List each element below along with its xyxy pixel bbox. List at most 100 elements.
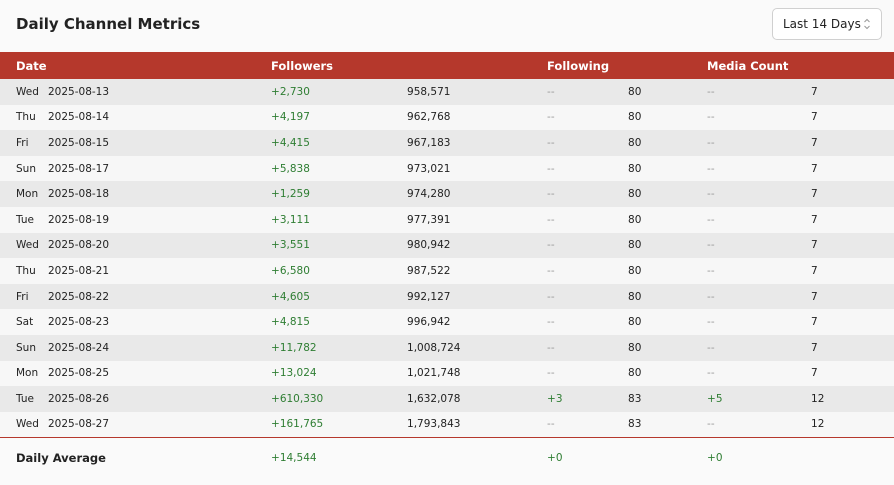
row-day: Tue xyxy=(16,213,34,226)
table-row: Tue 2025-08-26 +610,330 1,632,078 +3 83 +5 12 xyxy=(0,386,894,412)
table-row: Fri 2025-08-22 +4,605 992,127 -- 80 -- 7 xyxy=(0,283,894,310)
row-day: Sat xyxy=(16,316,34,329)
row-media-total: 7 xyxy=(811,111,818,124)
row-followers-total: 1,021,748 xyxy=(407,367,461,380)
row-following-change: +3 xyxy=(547,392,563,405)
row-date: 2025-08-13 xyxy=(48,85,110,98)
row-day: Mon xyxy=(16,188,39,201)
row-followers-total: 967,183 xyxy=(407,136,451,149)
daily-average-row: Daily Average +14,544 +0 +0 xyxy=(0,437,894,478)
average-media-change: +0 xyxy=(707,451,723,464)
row-day: Fri xyxy=(16,136,29,149)
average-followers-change: +14,544 xyxy=(271,451,317,464)
row-media-change: -- xyxy=(707,367,715,380)
row-followers-total: 980,942 xyxy=(407,239,451,252)
row-day: Sun xyxy=(16,341,36,354)
row-following-change: -- xyxy=(547,264,555,277)
row-followers-change: +3,111 xyxy=(271,213,310,226)
row-date: 2025-08-27 xyxy=(48,418,110,431)
table-row: Fri 2025-08-15 +4,415 967,183 -- 80 -- 7 xyxy=(0,130,894,156)
daily-average-label: Daily Average xyxy=(16,450,106,465)
row-media-total: 7 xyxy=(811,239,818,252)
date-range-value: Last 14 Days xyxy=(783,17,861,31)
row-media-total: 7 xyxy=(811,316,818,329)
row-followers-total: 1,008,724 xyxy=(407,341,461,354)
row-media-change: +5 xyxy=(707,392,723,405)
row-media-change: -- xyxy=(707,418,715,431)
row-followers-total: 987,522 xyxy=(407,264,451,277)
row-date: 2025-08-22 xyxy=(48,290,110,303)
row-following-total: 80 xyxy=(628,111,642,124)
row-followers-change: +2,730 xyxy=(271,85,310,98)
row-following-total: 80 xyxy=(628,136,642,149)
column-header-followers[interactable]: Followers xyxy=(271,58,334,73)
row-media-total: 12 xyxy=(811,392,825,405)
row-following-total: 80 xyxy=(628,85,642,98)
row-following-change: -- xyxy=(547,188,555,201)
table-row: Wed 2025-08-13 +2,730 958,571 -- 80 -- 7 xyxy=(0,79,894,105)
row-date: 2025-08-14 xyxy=(48,111,110,124)
table-row: Sat 2025-08-23 +4,815 996,942 -- 80 -- 7 xyxy=(0,309,894,335)
column-header-following[interactable]: Following xyxy=(547,58,610,73)
row-following-change: -- xyxy=(547,341,555,354)
row-day: Wed xyxy=(16,239,39,252)
row-media-change: -- xyxy=(707,136,715,149)
row-following-change: -- xyxy=(547,290,555,303)
table-row: Wed 2025-08-20 +3,551 980,942 -- 80 -- 7 xyxy=(0,232,894,259)
row-following-change: -- xyxy=(547,111,555,124)
row-followers-total: 977,391 xyxy=(407,213,451,226)
table-header-row: Date Followers Following Media Count xyxy=(0,52,894,79)
row-date: 2025-08-20 xyxy=(48,239,110,252)
row-following-change: -- xyxy=(547,85,555,98)
row-followers-total: 1,632,078 xyxy=(407,392,461,405)
row-followers-change: +6,580 xyxy=(271,264,310,277)
row-followers-change: +161,765 xyxy=(271,418,324,431)
row-followers-change: +4,815 xyxy=(271,316,310,329)
row-followers-change: +5,838 xyxy=(271,162,310,175)
row-media-change: -- xyxy=(707,341,715,354)
row-followers-change: +4,197 xyxy=(271,111,310,124)
table-row: Mon 2025-08-25 +13,024 1,021,748 -- 80 -- 7 xyxy=(0,360,894,387)
row-media-total: 7 xyxy=(811,367,818,380)
row-date: 2025-08-24 xyxy=(48,341,110,354)
date-range-select[interactable]: Last 14 Days xyxy=(772,8,882,40)
row-media-total: 7 xyxy=(811,162,818,175)
row-following-total: 83 xyxy=(628,392,642,405)
row-following-total: 83 xyxy=(628,418,642,431)
row-followers-change: +13,024 xyxy=(271,367,317,380)
row-followers-total: 996,942 xyxy=(407,316,451,329)
row-followers-total: 958,571 xyxy=(407,85,451,98)
row-media-change: -- xyxy=(707,188,715,201)
column-header-media-count[interactable]: Media Count xyxy=(707,58,789,73)
row-media-change: -- xyxy=(707,316,715,329)
row-date: 2025-08-21 xyxy=(48,264,110,277)
table-row: Mon 2025-08-18 +1,259 974,280 -- 80 -- 7 xyxy=(0,181,894,207)
row-followers-total: 1,793,843 xyxy=(407,418,461,431)
row-media-change: -- xyxy=(707,290,715,303)
column-header-date[interactable]: Date xyxy=(16,58,47,73)
row-following-change: -- xyxy=(547,418,555,431)
row-following-total: 80 xyxy=(628,264,642,277)
table-row: Sun 2025-08-24 +11,782 1,008,724 -- 80 -- 7 xyxy=(0,334,894,361)
row-date: 2025-08-17 xyxy=(48,162,110,175)
row-following-change: -- xyxy=(547,136,555,149)
row-following-change: -- xyxy=(547,316,555,329)
row-day: Thu xyxy=(16,111,36,124)
table-row: Sun 2025-08-17 +5,838 973,021 -- 80 -- 7 xyxy=(0,155,894,182)
row-followers-total: 992,127 xyxy=(407,290,451,303)
row-date: 2025-08-25 xyxy=(48,367,110,380)
average-following-change: +0 xyxy=(547,451,563,464)
row-followers-change: +610,330 xyxy=(271,392,324,405)
row-day: Wed xyxy=(16,85,39,98)
row-media-change: -- xyxy=(707,213,715,226)
row-followers-total: 974,280 xyxy=(407,188,451,201)
chevron-up-down-icon xyxy=(864,18,870,30)
row-day: Mon xyxy=(16,367,39,380)
row-following-total: 80 xyxy=(628,213,642,226)
row-media-total: 7 xyxy=(811,188,818,201)
table-row: Tue 2025-08-19 +3,111 977,391 -- 80 -- 7 xyxy=(0,206,894,233)
row-media-change: -- xyxy=(707,85,715,98)
row-date: 2025-08-26 xyxy=(48,392,110,405)
row-following-total: 80 xyxy=(628,341,642,354)
row-following-change: -- xyxy=(547,239,555,252)
